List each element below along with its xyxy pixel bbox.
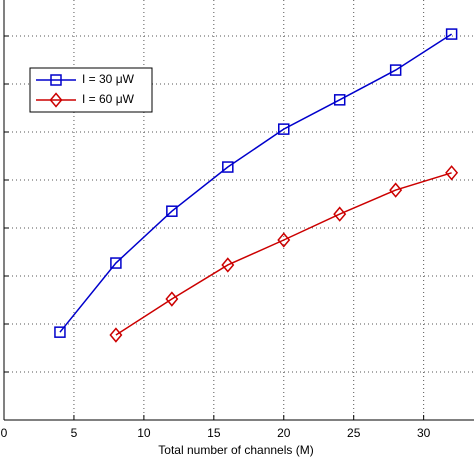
x-axis-label: Total number of channels (M)	[158, 443, 313, 457]
legend-marker	[49, 92, 63, 108]
marker	[333, 206, 347, 222]
x-tick-label: 20	[277, 426, 291, 440]
series-line	[115, 172, 452, 336]
x-tick-label: 0	[1, 426, 8, 440]
marker	[278, 123, 290, 135]
marker	[222, 161, 234, 173]
legend-label: I = 60 μW	[82, 92, 135, 106]
marker	[389, 182, 403, 198]
marker	[54, 326, 66, 338]
marker	[109, 327, 123, 343]
marker	[277, 232, 291, 248]
series-line	[59, 33, 453, 333]
x-tick-label: 5	[71, 426, 78, 440]
marker	[165, 291, 179, 307]
x-tick-label: 15	[207, 426, 221, 440]
marker	[110, 257, 122, 269]
marker	[333, 94, 346, 106]
x-tick-label: 30	[417, 426, 431, 440]
legend-marker	[50, 74, 62, 86]
marker	[166, 205, 178, 217]
x-tick-label: 25	[347, 426, 361, 440]
marker	[445, 28, 458, 40]
x-tick-label: 10	[137, 426, 151, 440]
marker	[389, 64, 402, 76]
marker	[445, 165, 459, 181]
legend-label: I = 30 μW	[82, 72, 135, 86]
marker	[221, 257, 235, 273]
